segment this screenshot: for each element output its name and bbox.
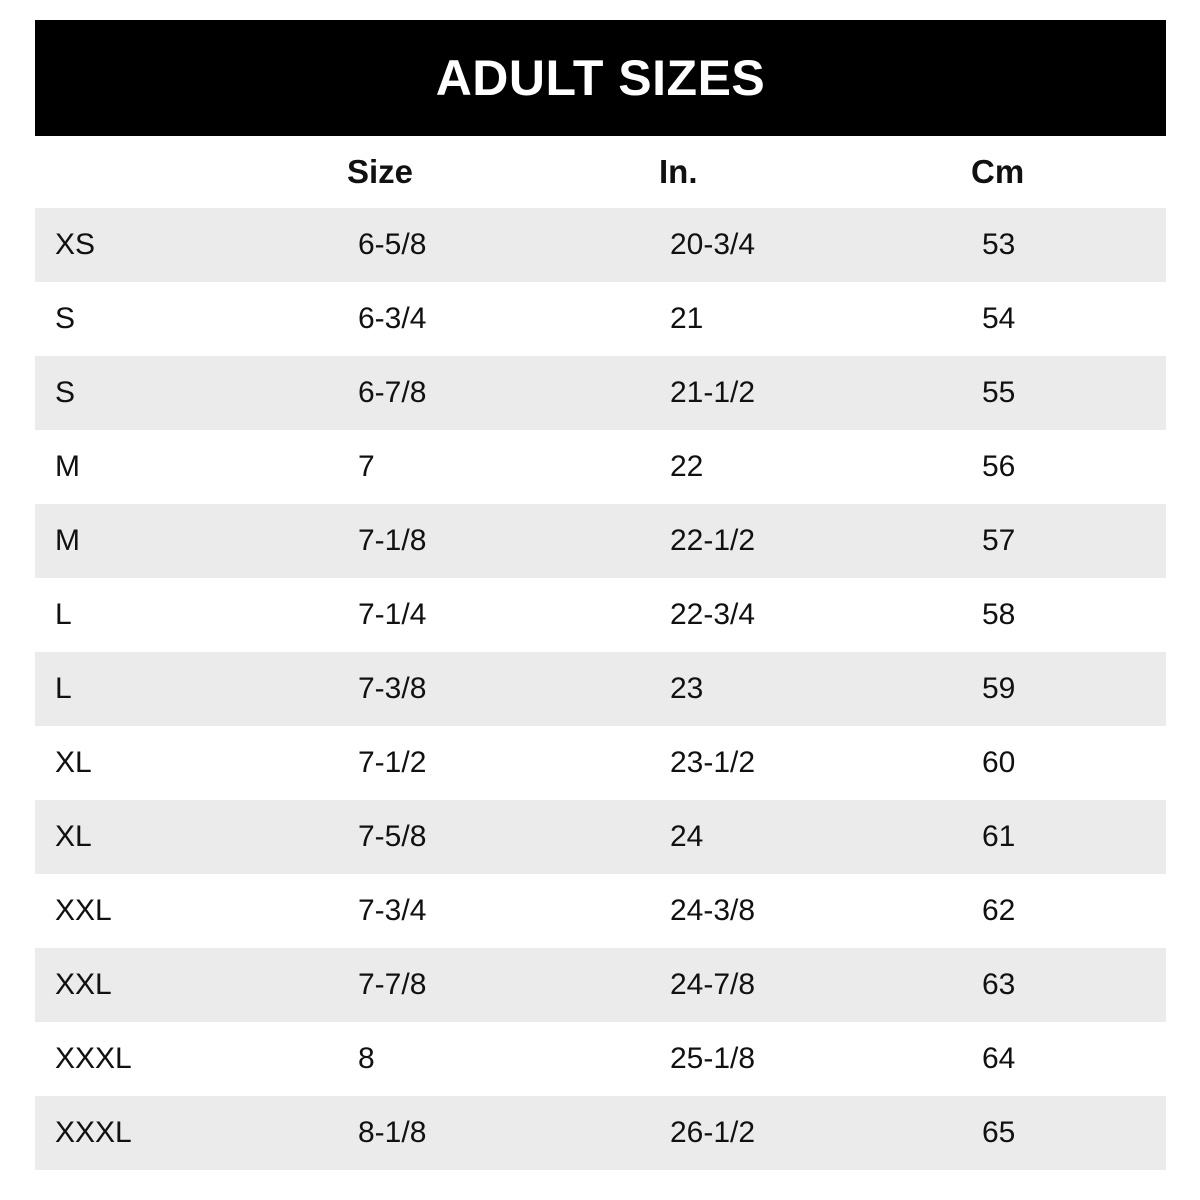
cell-inches: 24-3/8 (670, 894, 756, 927)
cell-inches: 20-3/4 (670, 228, 756, 261)
cell-inches: 21-1/2 (670, 376, 756, 409)
cell-hat-size: 6-3/4 (358, 302, 427, 335)
cell-size-label: L (55, 672, 72, 705)
cell-inches: 26-1/2 (670, 1116, 756, 1149)
cell-centimeters: 56 (982, 450, 1016, 483)
table-row: M 7-1/8 22-1/2 57 (35, 504, 1166, 578)
cell-size-label: L (55, 598, 72, 631)
table-row: L 7-1/4 22-3/4 58 (35, 578, 1166, 652)
table-row: XXXL 8-1/8 26-1/2 65 (35, 1096, 1166, 1170)
table-row: S 6-3/4 21 54 (35, 282, 1166, 356)
cell-inches: 22 (670, 450, 704, 483)
cell-hat-size: 7 (358, 450, 375, 483)
table-row: M 7 22 56 (35, 430, 1166, 504)
cell-hat-size: 7-1/2 (358, 746, 427, 779)
cell-size-label: XXXL (55, 1042, 132, 1075)
cell-size-label: XXL (55, 968, 112, 1001)
cell-inches: 25-1/8 (670, 1042, 756, 1075)
column-header-size: Size (347, 153, 414, 190)
cell-centimeters: 59 (982, 672, 1016, 705)
table-row: L 7-3/8 23 59 (35, 652, 1166, 726)
table-row: XL 7-1/2 23-1/2 60 (35, 726, 1166, 800)
cell-centimeters: 54 (982, 302, 1016, 335)
cell-size-label: XL (55, 820, 92, 853)
cell-inches: 24 (670, 820, 704, 853)
cell-inches: 24-7/8 (670, 968, 756, 1001)
cell-size-label: XXL (55, 894, 112, 927)
cell-hat-size: 7-3/4 (358, 894, 427, 927)
cell-size-label: XS (55, 228, 96, 261)
cell-centimeters: 64 (982, 1042, 1016, 1075)
cell-size-label: XXXL (55, 1116, 132, 1149)
adult-sizes-chart: ADULT SIZES Size In. Cm XS 6-5/8 20-3/4 … (35, 0, 1166, 1170)
cell-centimeters: 62 (982, 894, 1016, 927)
cell-size-label: M (55, 450, 80, 483)
cell-centimeters: 57 (982, 524, 1016, 557)
cell-size-label: XL (55, 746, 92, 779)
title-banner: ADULT SIZES (35, 20, 1166, 136)
cell-hat-size: 7-7/8 (358, 968, 427, 1001)
table-row: XXL 7-7/8 24-7/8 63 (35, 948, 1166, 1022)
cell-hat-size: 7-3/8 (358, 672, 427, 705)
cell-hat-size: 6-7/8 (358, 376, 427, 409)
cell-centimeters: 65 (982, 1116, 1016, 1149)
table-row: XXXL 8 25-1/8 64 (35, 1022, 1166, 1096)
cell-size-label: S (55, 376, 76, 409)
size-table: Size In. Cm XS 6-5/8 20-3/4 53 S 6-3/4 2… (35, 136, 1166, 1170)
cell-inches: 23-1/2 (670, 746, 756, 779)
table-row: S 6-7/8 21-1/2 55 (35, 356, 1166, 430)
cell-hat-size: 7-1/8 (358, 524, 427, 557)
cell-centimeters: 60 (982, 746, 1016, 779)
cell-hat-size: 8-1/8 (358, 1116, 427, 1149)
cell-centimeters: 63 (982, 968, 1016, 1001)
table-body: XS 6-5/8 20-3/4 53 S 6-3/4 21 54 S 6-7/8… (35, 208, 1166, 1170)
cell-centimeters: 61 (982, 820, 1016, 853)
cell-inches: 22-1/2 (670, 524, 756, 557)
table-row: XXL 7-3/4 24-3/8 62 (35, 874, 1166, 948)
table-header-row: Size In. Cm (35, 136, 1166, 208)
table-row: XS 6-5/8 20-3/4 53 (35, 208, 1166, 282)
page-title: ADULT SIZES (435, 50, 766, 106)
cell-hat-size: 7-1/4 (358, 598, 427, 631)
cell-inches: 23 (670, 672, 704, 705)
column-header-cm: Cm (971, 153, 1025, 190)
column-header-inches: In. (659, 153, 698, 190)
cell-inches: 21 (670, 302, 704, 335)
cell-hat-size: 6-5/8 (358, 228, 427, 261)
cell-hat-size: 7-5/8 (358, 820, 427, 853)
table-row: XL 7-5/8 24 61 (35, 800, 1166, 874)
cell-size-label: S (55, 302, 76, 335)
cell-inches: 22-3/4 (670, 598, 756, 631)
cell-centimeters: 53 (982, 228, 1016, 261)
cell-centimeters: 55 (982, 376, 1016, 409)
cell-hat-size: 8 (358, 1042, 375, 1075)
cell-centimeters: 58 (982, 598, 1016, 631)
cell-size-label: M (55, 524, 80, 557)
